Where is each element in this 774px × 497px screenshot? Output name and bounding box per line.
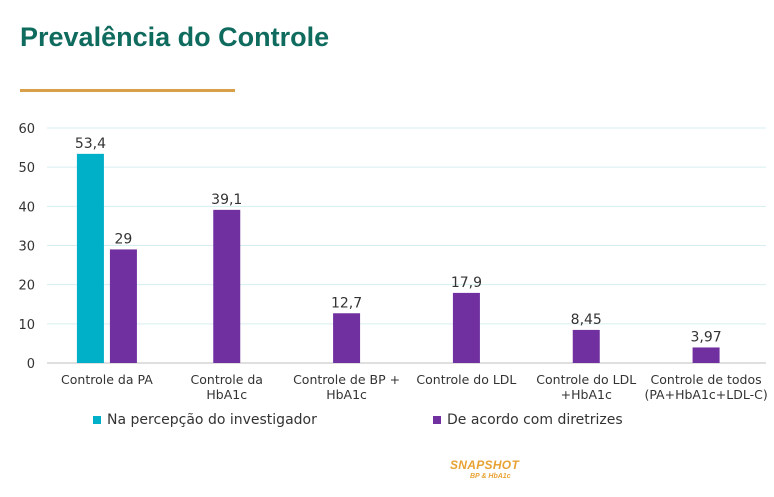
data-label: 12,7 bbox=[331, 295, 362, 311]
x-tick-label: Controle de todos bbox=[651, 372, 762, 387]
legend-swatch-guidelines bbox=[433, 416, 441, 424]
data-label: 3,97 bbox=[690, 329, 721, 345]
x-tick-label: Controle da PA bbox=[61, 372, 153, 387]
legend-item-investigator: Na percepção do investigador bbox=[93, 412, 317, 428]
x-tick-label: HbA1c bbox=[206, 387, 247, 402]
data-label: 53,4 bbox=[75, 136, 106, 152]
legend-swatch-investigator bbox=[93, 416, 101, 424]
x-tick-label: Controle da bbox=[191, 372, 263, 387]
bar-guidelines bbox=[692, 347, 720, 363]
legend-label-investigator: Na percepção do investigador bbox=[107, 412, 317, 428]
logo-text: SNAPSHOT bbox=[450, 458, 520, 472]
title-underline bbox=[20, 89, 235, 92]
bar-guidelines bbox=[109, 249, 137, 363]
bar-guidelines bbox=[572, 329, 600, 363]
y-tick-label: 30 bbox=[18, 240, 35, 255]
y-tick-label: 50 bbox=[18, 161, 35, 176]
bar-chart: 0 10 20 30 40 50 60 53,4 29 Controle da PA 39,1 Con… bbox=[18, 122, 767, 402]
x-tick-label: +HbA1c bbox=[561, 387, 612, 402]
y-tick-label: 0 bbox=[27, 357, 35, 372]
x-tick-label: HbA1c bbox=[326, 387, 367, 402]
snapshot-logo: SNAPSHOT BP & HbA1c bbox=[450, 458, 520, 488]
data-label: 17,9 bbox=[451, 275, 482, 291]
bar-guidelines bbox=[333, 313, 361, 363]
y-tick-label: 40 bbox=[18, 200, 35, 215]
data-label: 39,1 bbox=[211, 192, 242, 208]
data-label: 8,45 bbox=[571, 312, 602, 328]
x-tick-label: Controle do LDL bbox=[416, 372, 516, 387]
legend-item-guidelines: De acordo com diretrizes bbox=[433, 412, 623, 428]
x-tick-label: Controle do LDL bbox=[536, 372, 636, 387]
page-title: Prevalência do Controle bbox=[20, 22, 330, 52]
y-tick-label: 60 bbox=[18, 122, 35, 137]
bar-investigator bbox=[76, 153, 104, 363]
data-label: 29 bbox=[115, 231, 133, 247]
y-tick-label: 20 bbox=[18, 279, 35, 294]
y-tick-label: 10 bbox=[18, 318, 35, 333]
bar-guidelines bbox=[213, 209, 241, 363]
bar-guidelines bbox=[452, 292, 480, 363]
legend-label-guidelines: De acordo com diretrizes bbox=[447, 412, 623, 428]
logo-subtext: BP & HbA1c bbox=[470, 473, 511, 480]
x-tick-label: (PA+HbA1c+LDL-C) bbox=[644, 387, 767, 402]
x-tick-label: Controle de BP + bbox=[293, 372, 400, 387]
